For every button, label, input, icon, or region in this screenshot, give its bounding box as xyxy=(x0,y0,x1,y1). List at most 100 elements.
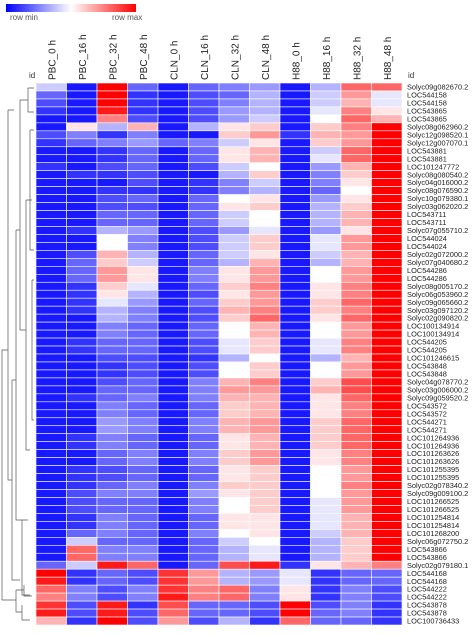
heatmap-cell xyxy=(340,321,372,331)
heatmap-cell xyxy=(310,273,342,283)
row-label: LOC101254814 xyxy=(407,513,459,522)
heatmap-cell xyxy=(188,489,220,498)
heatmap-cell xyxy=(249,353,281,363)
heatmap-cell xyxy=(218,481,250,490)
heatmap-cell xyxy=(157,289,189,299)
heatmap-cell xyxy=(188,377,220,387)
heatmap-cell xyxy=(218,537,250,546)
heatmap-cell xyxy=(310,600,342,610)
heatmap-cell xyxy=(96,377,128,387)
heatmap-cell xyxy=(66,576,98,586)
heatmap-cell xyxy=(96,513,128,522)
heatmap-cell xyxy=(188,473,220,482)
scale-max-label: row max xyxy=(112,13,142,22)
heatmap-cell xyxy=(66,544,98,554)
heatmap-cell xyxy=(35,361,67,371)
heatmap-cell xyxy=(310,489,342,498)
row-label: LOC100134914 xyxy=(407,322,459,331)
heatmap-cell xyxy=(218,146,250,156)
heatmap-cell xyxy=(279,98,311,108)
heatmap-cell xyxy=(127,146,159,156)
heatmap-cell xyxy=(96,114,128,124)
heatmap-cell xyxy=(96,568,128,578)
heatmap-cell xyxy=(279,552,311,562)
heatmap-cell xyxy=(218,377,250,387)
heatmap-cell xyxy=(66,425,98,435)
heatmap-cell xyxy=(127,393,159,403)
heatmap-cell xyxy=(310,568,342,578)
heatmap-cell xyxy=(188,521,220,530)
heatmap-cell xyxy=(218,552,250,562)
row-label: Solyc03g006000.2 xyxy=(407,385,468,394)
heatmap-cell xyxy=(127,321,159,331)
heatmap-cell xyxy=(279,305,311,315)
heatmap-cell xyxy=(218,281,250,291)
heatmap-cell xyxy=(96,616,128,626)
row-label: Solyc12g098520.1 xyxy=(407,130,468,139)
heatmap-cell xyxy=(249,242,281,251)
heatmap-cell xyxy=(249,202,281,211)
heatmap-cell xyxy=(371,106,403,116)
heatmap-cell xyxy=(218,497,250,506)
heatmap-cell xyxy=(157,337,189,347)
heatmap-cell xyxy=(66,385,98,395)
heatmap-cell xyxy=(127,305,159,315)
heatmap-cell xyxy=(35,90,67,100)
heatmap-cell xyxy=(249,82,281,92)
heatmap-cell xyxy=(279,321,311,331)
heatmap-cell xyxy=(371,313,403,323)
heatmap-cell xyxy=(127,281,159,291)
heatmap-cell xyxy=(127,250,159,259)
row-label: LOC544286 xyxy=(407,274,447,283)
heatmap-cell xyxy=(96,329,128,339)
heatmap-cell xyxy=(157,170,189,179)
heatmap-cell xyxy=(96,393,128,403)
heatmap-cell xyxy=(218,98,250,108)
heatmap-cell xyxy=(279,409,311,419)
heatmap-cell xyxy=(188,537,220,546)
heatmap-cell xyxy=(66,130,98,140)
heatmap-cell xyxy=(218,576,250,586)
heatmap-cell xyxy=(35,489,67,498)
heatmap-cell xyxy=(249,529,281,538)
heatmap-cell xyxy=(35,568,67,578)
heatmap-cell xyxy=(249,98,281,108)
heatmap-cell xyxy=(35,537,67,546)
heatmap-cell xyxy=(188,242,220,251)
heatmap-cell xyxy=(279,186,311,195)
heatmap-cell xyxy=(127,138,159,148)
heatmap-cell xyxy=(188,576,220,586)
heatmap-cell xyxy=(218,473,250,482)
row-label: LOC543866 xyxy=(407,545,447,554)
heatmap-cell xyxy=(157,250,189,259)
heatmap-cell xyxy=(371,194,403,203)
row-label: Solyc02g090820.2 xyxy=(407,314,468,323)
heatmap-cell xyxy=(188,552,220,562)
heatmap-cell xyxy=(35,210,67,219)
row-label: Solyc02g072000.2 xyxy=(407,250,468,259)
heatmap-cell xyxy=(218,457,250,466)
heatmap-cell xyxy=(66,433,98,442)
heatmap-cell xyxy=(218,218,250,227)
heatmap-cell xyxy=(35,353,67,363)
heatmap-cell xyxy=(66,122,98,132)
row-label: LOC544222 xyxy=(407,593,447,602)
heatmap-cell xyxy=(340,552,372,562)
heatmap-cell xyxy=(249,345,281,355)
heatmap-cell xyxy=(218,114,250,124)
heatmap-cell xyxy=(218,321,250,331)
heatmap-cell xyxy=(35,608,67,618)
heatmap-cell xyxy=(249,401,281,411)
heatmap-cell xyxy=(66,273,98,283)
heatmap-cell xyxy=(340,441,372,450)
heatmap-cell xyxy=(340,138,372,148)
heatmap-cell xyxy=(157,313,189,323)
heatmap-cell xyxy=(249,146,281,156)
heatmap-cell xyxy=(249,234,281,243)
heatmap-cell xyxy=(66,305,98,315)
heatmap-cell xyxy=(279,353,311,363)
heatmap-cell xyxy=(35,289,67,299)
heatmap-cell xyxy=(188,234,220,243)
heatmap-cell xyxy=(127,521,159,530)
heatmap-cell xyxy=(340,194,372,203)
